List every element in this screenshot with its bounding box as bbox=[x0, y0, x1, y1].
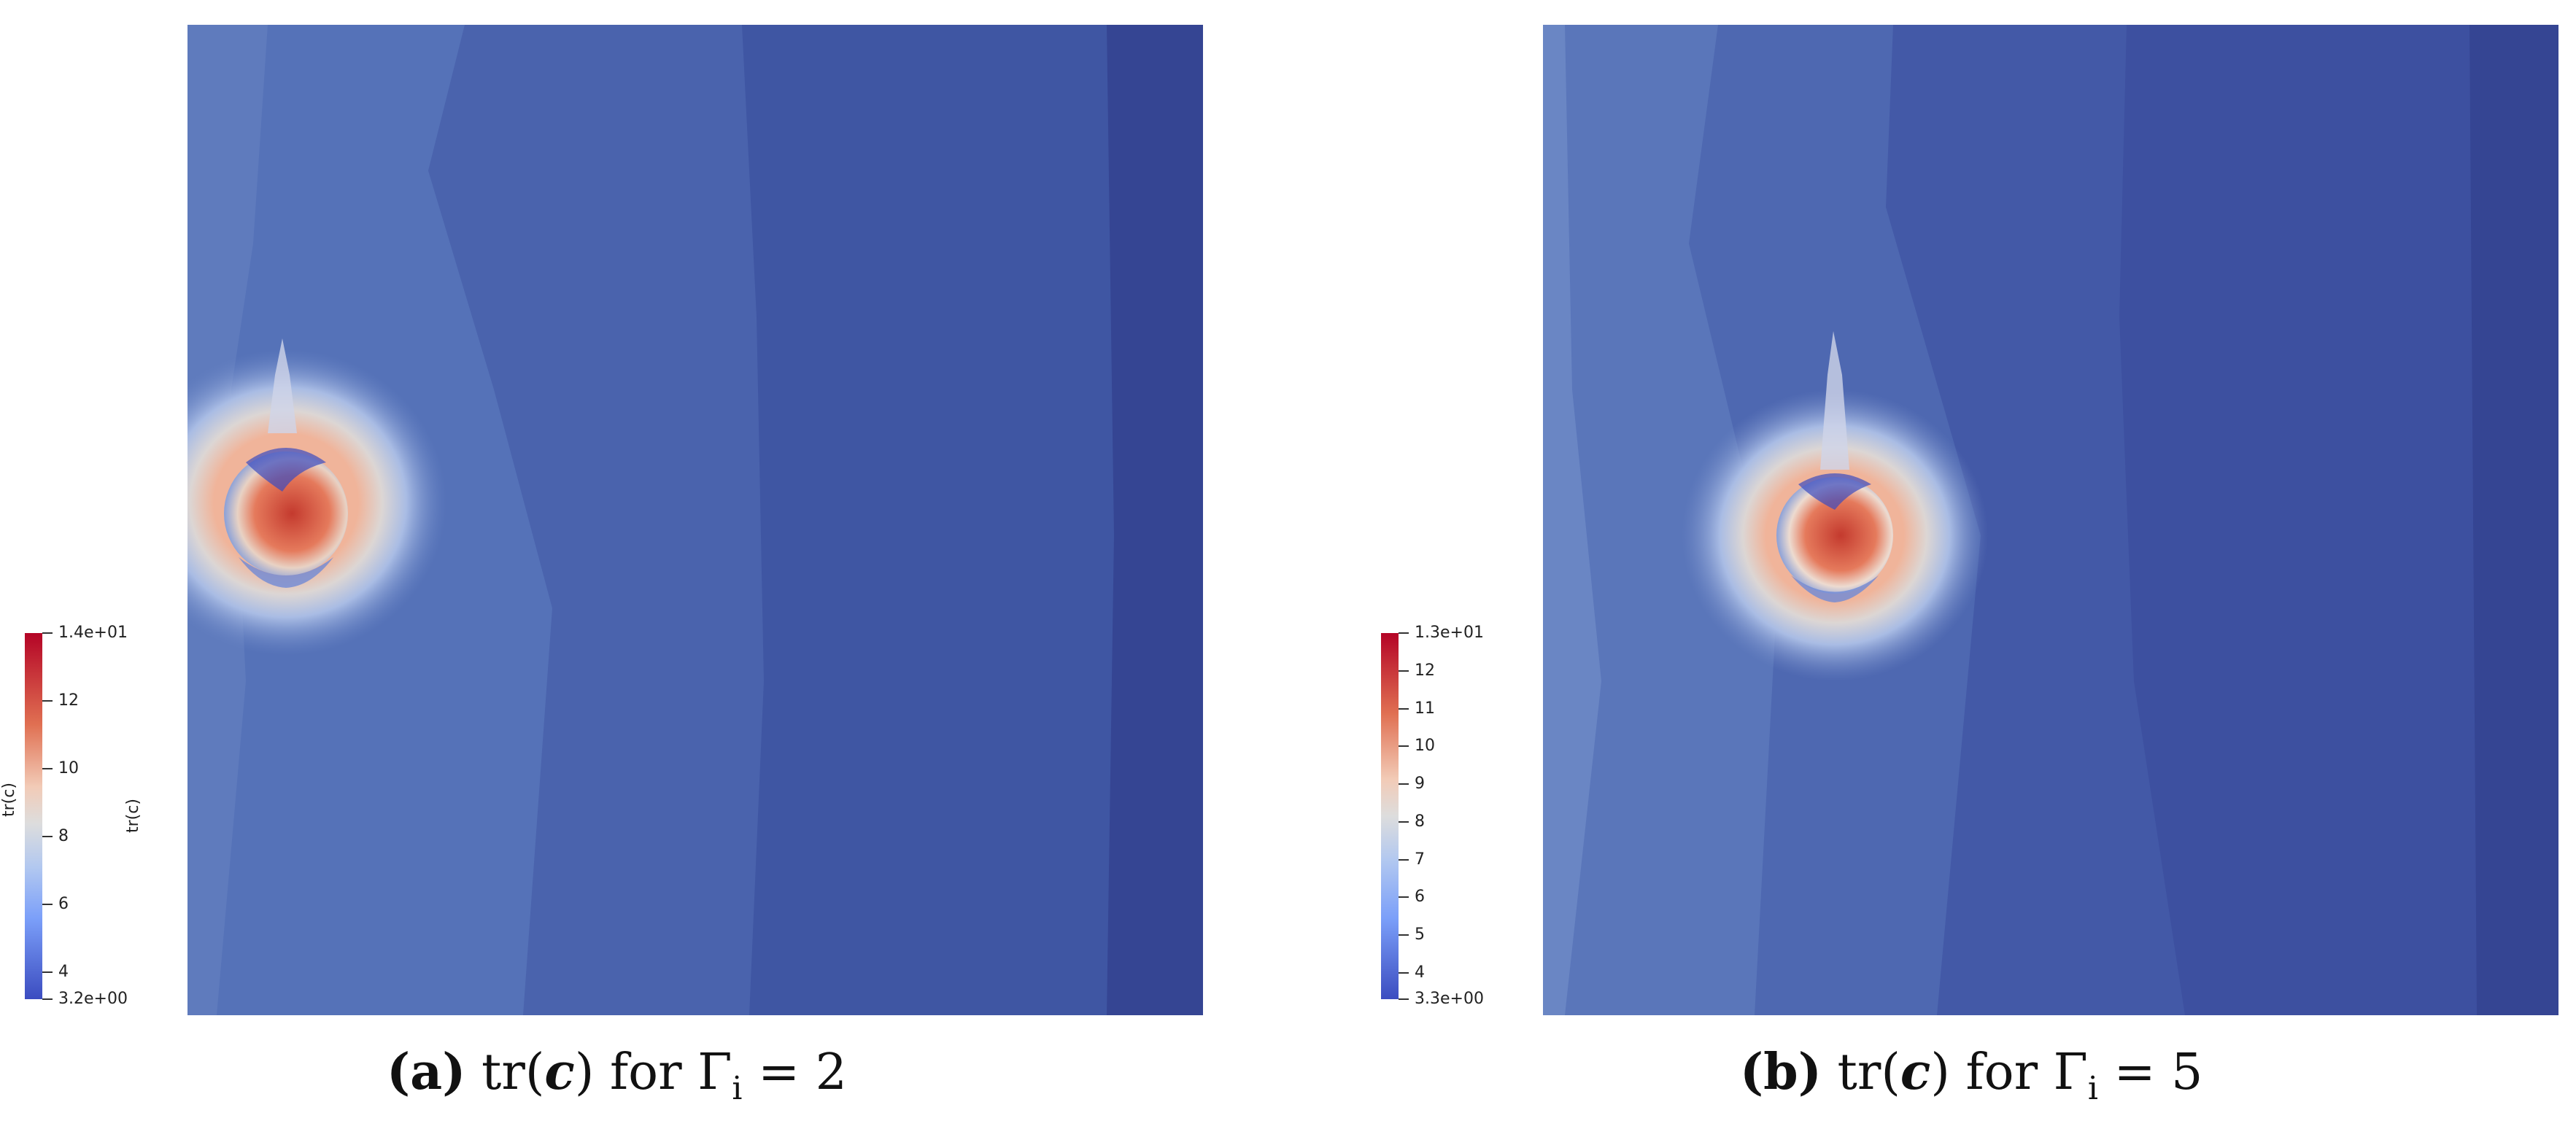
caption-letter-a: (a) bbox=[387, 1043, 466, 1101]
contour-plot-a bbox=[187, 25, 1203, 1015]
colorbar-title-a: tr(c) bbox=[124, 799, 142, 833]
colorbar-tick-label: 12 bbox=[58, 691, 79, 710]
colorbar-tick-label: 9 bbox=[1415, 775, 1425, 793]
colorbar-ticks-b: 1.3e+01 12 11 10 9 8 7 6 5 4 3.3e+00 bbox=[1399, 624, 1515, 1008]
colorbar-tick-label: 8 bbox=[1415, 812, 1425, 831]
colorbar-tick-mark bbox=[42, 699, 53, 702]
colorbar-tick-mark bbox=[42, 903, 53, 905]
colorbar-tick-mark bbox=[42, 835, 53, 837]
figure-panel-a: 1.4e+01 12 10 8 6 4 3.2e+00 tr(c) (a) tr(c) fo… bbox=[25, 25, 1203, 1107]
figure-panel-b: 1.3e+01 12 11 10 9 8 7 6 5 4 3.3e+00 (b) tr(c) for… bbox=[1288, 0, 2575, 1129]
field-image-b bbox=[1543, 25, 2558, 1015]
caption-expr-post-b: ) for Γ bbox=[1930, 1044, 2088, 1101]
colorbar-tick-label: 6 bbox=[1415, 888, 1425, 907]
colorbar-tick-mark bbox=[1399, 934, 1409, 936]
colorbar-tick-mark bbox=[42, 998, 53, 1000]
caption-a: (a) tr(c) for Γi = 2 bbox=[387, 1043, 847, 1107]
colorbar-tick-label: 11 bbox=[1415, 699, 1435, 718]
colorbar-tick-label: 4 bbox=[58, 962, 69, 981]
colorbar-tick-label: 12 bbox=[1415, 661, 1435, 680]
caption-subscript-b: i bbox=[2087, 1070, 2098, 1107]
colorbar-tick-mark bbox=[1399, 783, 1409, 785]
caption-b: (b) tr(c) for Γi = 5 bbox=[1740, 1043, 2203, 1107]
colorbar-tick-label: 3.3e+00 bbox=[1415, 990, 1484, 1008]
caption-equals-b: = 5 bbox=[2097, 1044, 2203, 1101]
colorbar-tick-mark bbox=[1399, 971, 1409, 974]
colorbar-tick-mark bbox=[1399, 632, 1409, 634]
colorbar-tick-label: 10 bbox=[58, 759, 79, 777]
caption-var-b: c bbox=[1900, 1043, 1931, 1101]
caption-expr-post-a: ) for Γ bbox=[574, 1044, 732, 1101]
caption-subscript-a: i bbox=[732, 1070, 743, 1107]
caption-equals-a: = 2 bbox=[742, 1044, 847, 1101]
colorbar-title-b: tr(c) bbox=[0, 783, 18, 817]
colorbar-tick-mark bbox=[42, 971, 53, 973]
colorbar-tick-label: 7 bbox=[1415, 850, 1425, 869]
contour-plot-b bbox=[1543, 25, 2558, 1015]
colorbar-tick-mark bbox=[1399, 707, 1409, 710]
colorbar-tick-mark bbox=[1399, 858, 1409, 861]
colorbar-tick-label: 8 bbox=[58, 826, 69, 845]
colorbar-b bbox=[1381, 633, 1399, 999]
colorbar-tick-mark bbox=[42, 632, 53, 634]
colorbar-tick-label: 10 bbox=[1415, 737, 1435, 756]
colorbar-tick-mark bbox=[1399, 745, 1409, 748]
caption-expr-pre-b: tr( bbox=[1837, 1044, 1900, 1101]
colorbar-a bbox=[25, 633, 42, 999]
colorbar-ticks-a: 1.4e+01 12 10 8 6 4 3.2e+00 bbox=[42, 624, 159, 1008]
colorbar-tick-mark bbox=[1399, 998, 1409, 1000]
colorbar-tick-label: 1.4e+01 bbox=[58, 624, 128, 642]
colorbar-tick-label: 5 bbox=[1415, 926, 1425, 944]
colorbar-tick-label: 3.2e+00 bbox=[58, 990, 128, 1008]
colorbar-tick-mark bbox=[1399, 896, 1409, 899]
colorbar-tick-mark bbox=[1399, 820, 1409, 823]
field-image-a bbox=[187, 25, 1203, 1015]
caption-var-a: c bbox=[544, 1043, 575, 1101]
colorbar-tick-label: 6 bbox=[58, 894, 69, 913]
colorbar-tick-mark bbox=[42, 767, 53, 769]
caption-expr-pre-a: tr( bbox=[481, 1044, 545, 1101]
colorbar-tick-mark bbox=[1399, 670, 1409, 672]
caption-letter-b: (b) bbox=[1740, 1043, 1822, 1101]
colorbar-tick-label: 1.3e+01 bbox=[1415, 624, 1484, 642]
colorbar-tick-label: 4 bbox=[1415, 963, 1425, 982]
